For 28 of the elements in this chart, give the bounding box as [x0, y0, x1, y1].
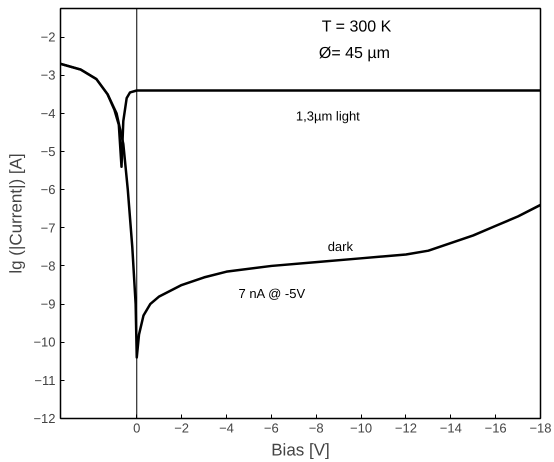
x-tick-label: −14	[440, 420, 462, 436]
x-tick-label: −18	[529, 420, 552, 436]
y-tick-label: −4	[40, 106, 56, 121]
y-tick-label: −8	[40, 258, 56, 274]
x-tick-label: −12	[394, 420, 417, 436]
y-tick-label: −6	[40, 182, 56, 198]
x-axis-title: Bias [V]	[271, 440, 330, 460]
annotation: 7 nA @ -5V	[238, 286, 306, 301]
x-tick-label: −6	[264, 420, 279, 436]
x-tick-label: −4	[219, 420, 234, 436]
annotation: T = 300 K	[322, 18, 392, 36]
y-tick-label: −5	[40, 144, 56, 160]
y-tick-label: −9	[40, 296, 56, 312]
y-tick-label: −10	[33, 334, 56, 350]
y-axis-title: lg (|Current|) [A]	[6, 153, 26, 274]
x-tick-label: −16	[484, 420, 507, 436]
y-tick-label: −7	[40, 220, 56, 236]
x-tick-label: −2	[174, 420, 190, 436]
y-tick-label: −11	[34, 372, 56, 388]
y-tick-label: −12	[33, 411, 56, 426]
annotation: Ø= 45 µm	[318, 45, 390, 62]
x-tick-label: −10	[350, 420, 372, 436]
annotation: 1,3µm light	[296, 108, 360, 124]
y-tick-label: −3	[40, 68, 56, 83]
y-tick-label: −2	[40, 30, 56, 45]
x-tick-label: 0	[133, 420, 140, 436]
annotation: dark	[328, 238, 354, 254]
x-tick-label: −8	[308, 420, 324, 436]
